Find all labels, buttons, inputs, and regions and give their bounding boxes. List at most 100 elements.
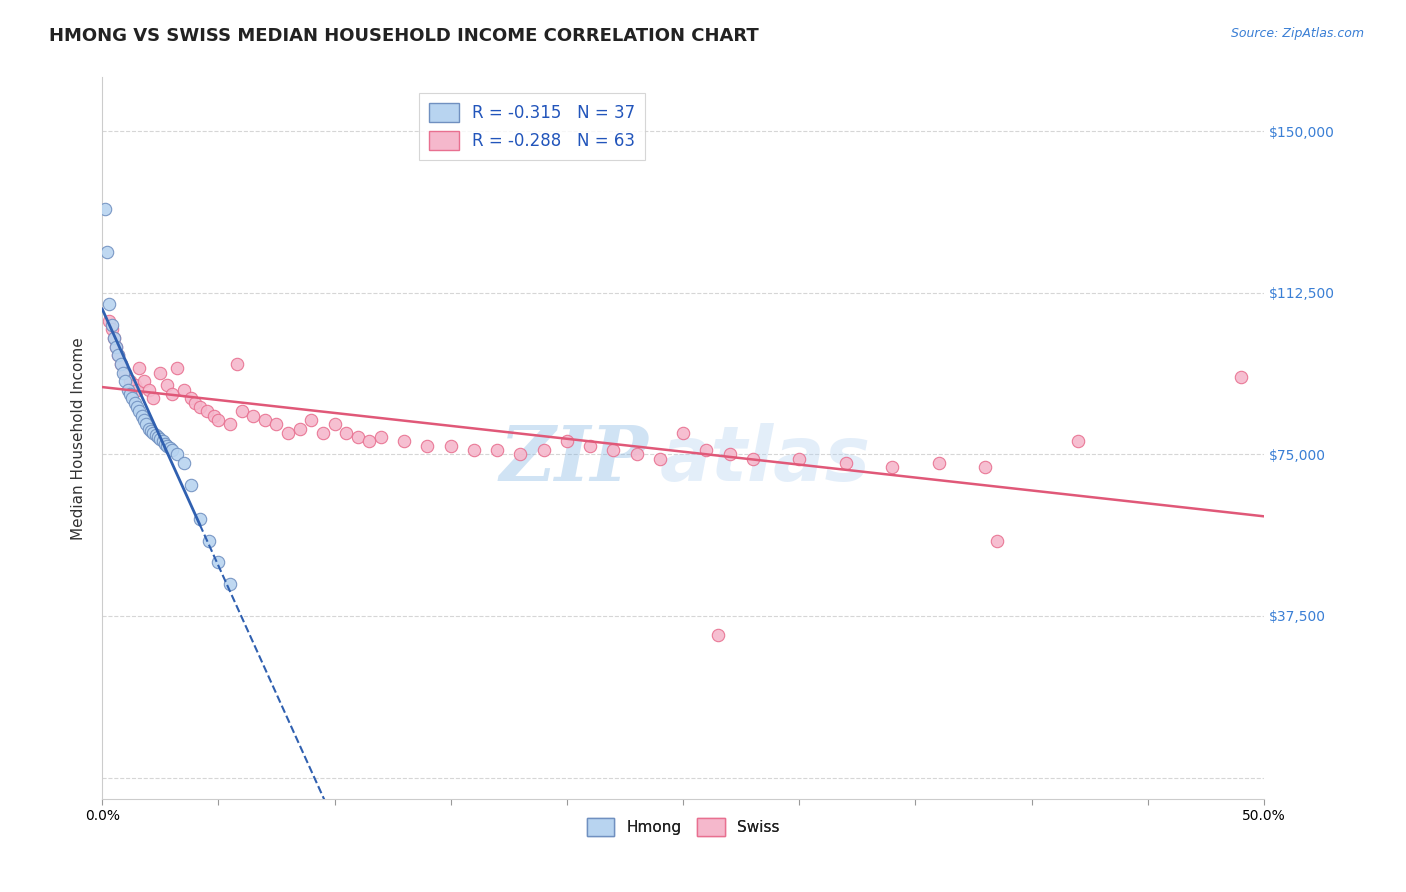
Point — [928, 456, 950, 470]
Point — [626, 447, 648, 461]
Point — [787, 451, 810, 466]
Point — [834, 456, 856, 470]
Point — [440, 439, 463, 453]
Point — [882, 460, 904, 475]
Point — [160, 443, 183, 458]
Text: Source: ZipAtlas.com: Source: ZipAtlas.com — [1230, 27, 1364, 40]
Point — [648, 451, 671, 466]
Point — [103, 331, 125, 345]
Point — [105, 340, 128, 354]
Point — [114, 374, 136, 388]
Point — [131, 409, 153, 423]
Point — [253, 413, 276, 427]
Point — [179, 392, 201, 406]
Point — [207, 555, 229, 569]
Point — [121, 392, 143, 406]
Point — [198, 533, 221, 548]
Point — [226, 357, 249, 371]
Point — [695, 443, 717, 458]
Point — [288, 421, 311, 435]
Point — [1229, 369, 1251, 384]
Point — [117, 383, 139, 397]
Point — [986, 533, 1008, 548]
Text: atlas: atlas — [659, 423, 870, 497]
Point — [145, 428, 167, 442]
Point — [718, 447, 741, 461]
Point — [202, 409, 225, 423]
Point — [166, 361, 188, 376]
Point — [707, 628, 730, 642]
Point — [149, 366, 172, 380]
Point — [125, 400, 148, 414]
Point — [266, 417, 288, 432]
Point — [394, 434, 416, 449]
Point — [463, 443, 485, 458]
Point — [195, 404, 218, 418]
Point — [124, 378, 146, 392]
Point — [156, 439, 179, 453]
Text: HMONG VS SWISS MEDIAN HOUSEHOLD INCOME CORRELATION CHART: HMONG VS SWISS MEDIAN HOUSEHOLD INCOME C… — [49, 27, 759, 45]
Point — [98, 314, 121, 328]
Point — [335, 425, 357, 440]
Point — [135, 417, 157, 432]
Point — [120, 387, 142, 401]
Point — [128, 361, 150, 376]
Point — [152, 434, 174, 449]
Point — [132, 413, 155, 427]
Point — [128, 404, 150, 418]
Point — [112, 366, 135, 380]
Point — [242, 409, 264, 423]
Point — [1067, 434, 1090, 449]
Point — [346, 430, 368, 444]
Point — [416, 439, 439, 453]
Point — [93, 202, 115, 216]
Point — [98, 296, 121, 310]
Point — [188, 512, 211, 526]
Point — [138, 383, 160, 397]
Point — [120, 374, 142, 388]
Point — [159, 441, 181, 455]
Point — [114, 366, 136, 380]
Point — [110, 357, 132, 371]
Point — [207, 413, 229, 427]
Point — [138, 421, 160, 435]
Point — [579, 439, 602, 453]
Point — [107, 348, 129, 362]
Point — [184, 395, 207, 409]
Point — [741, 451, 763, 466]
Point — [173, 383, 195, 397]
Point — [166, 447, 188, 461]
Point — [139, 424, 162, 438]
Point — [672, 425, 695, 440]
Point — [188, 400, 211, 414]
Point — [359, 434, 381, 449]
Point — [96, 244, 118, 259]
Point — [312, 425, 335, 440]
Legend: Hmong, Swiss: Hmong, Swiss — [581, 812, 786, 842]
Point — [323, 417, 346, 432]
Point — [179, 477, 201, 491]
Y-axis label: Median Household Income: Median Household Income — [72, 337, 86, 540]
Point — [299, 413, 322, 427]
Point — [124, 395, 146, 409]
Point — [146, 430, 169, 444]
Point — [100, 322, 122, 336]
Point — [125, 383, 148, 397]
Point — [107, 348, 129, 362]
Point — [231, 404, 253, 418]
Point — [974, 460, 997, 475]
Point — [149, 433, 172, 447]
Point — [602, 443, 624, 458]
Point — [533, 443, 555, 458]
Point — [509, 447, 531, 461]
Point — [132, 374, 155, 388]
Point — [219, 417, 242, 432]
Text: ZIP: ZIP — [499, 423, 648, 497]
Point — [555, 434, 578, 449]
Point — [173, 456, 195, 470]
Point — [156, 378, 179, 392]
Point — [370, 430, 392, 444]
Point — [486, 443, 509, 458]
Point — [105, 340, 128, 354]
Point — [219, 576, 242, 591]
